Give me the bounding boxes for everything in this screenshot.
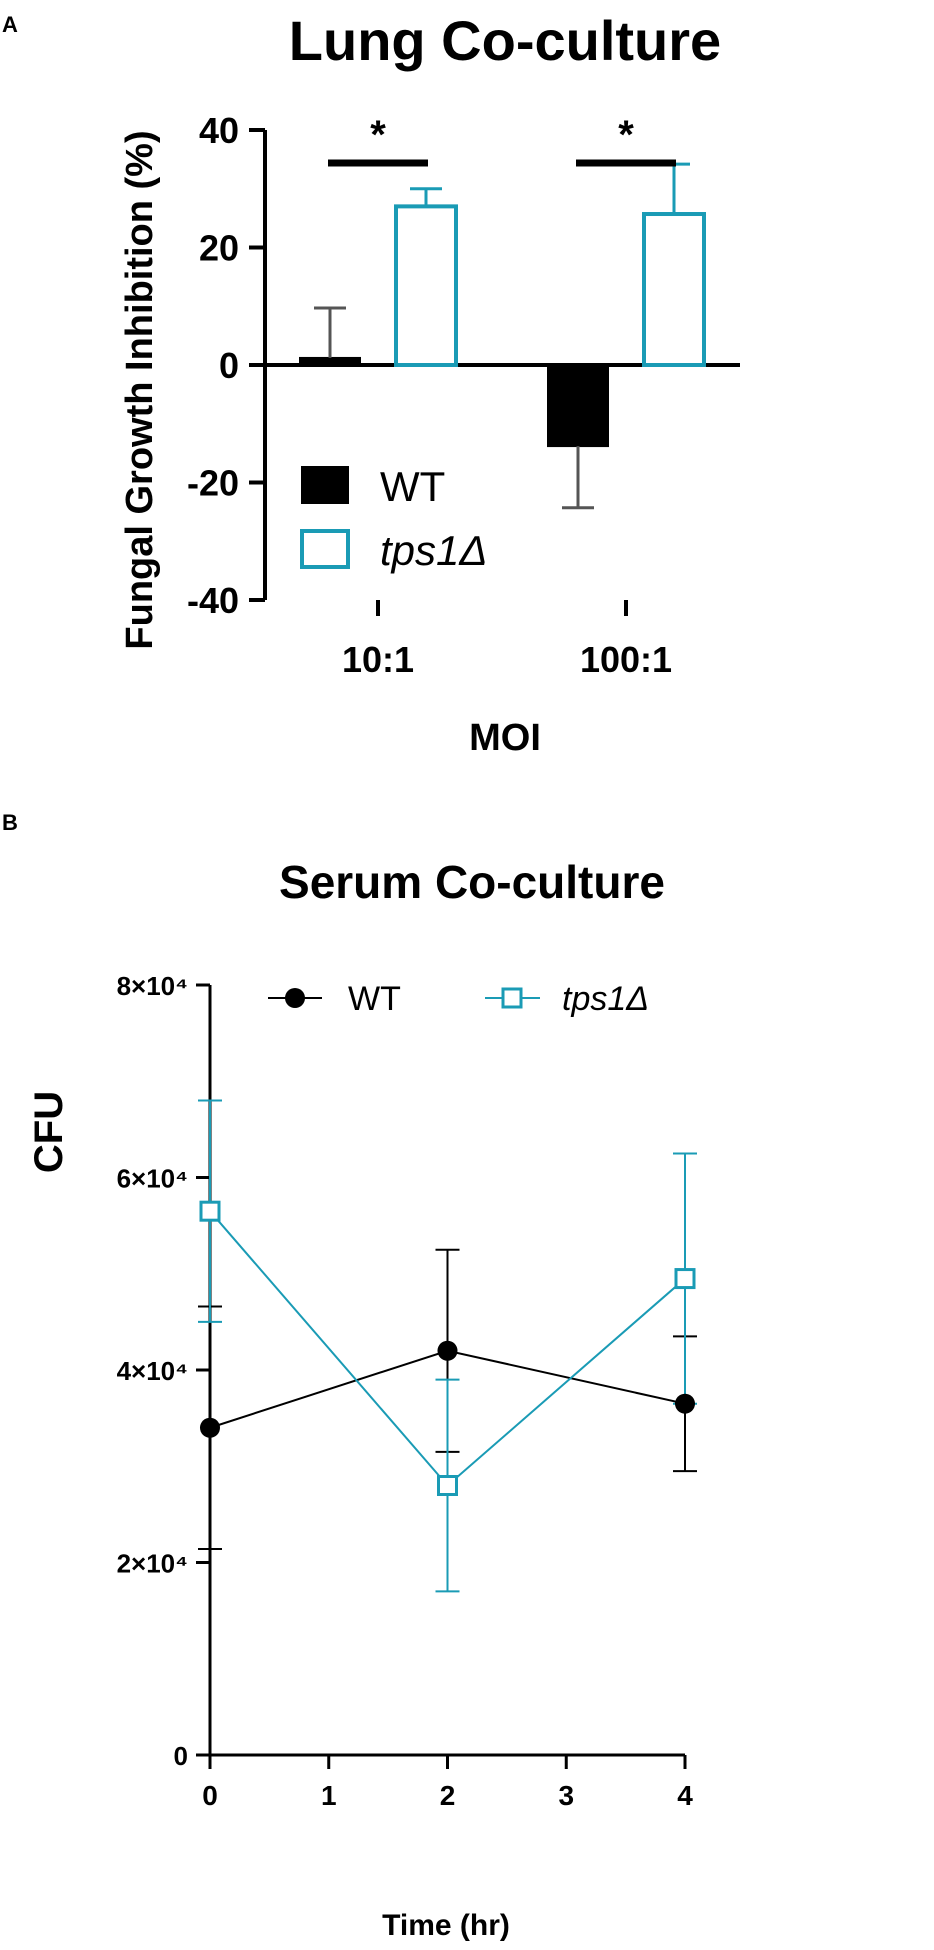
panel-b-x-tick-label: 0 — [202, 1780, 218, 1811]
panel-a-x-tick-label: 10:1 — [342, 639, 414, 680]
panel-b-y-tick-label: 0 — [174, 1741, 188, 1771]
panel-a-y-tick-label: -40 — [187, 580, 239, 621]
panel-a-y-tick-label: 40 — [199, 110, 239, 151]
panel-b-data-point — [674, 1268, 696, 1290]
panel-b-title: Serum Co-culture — [279, 856, 665, 908]
panel-b-x-tick-label: 2 — [440, 1780, 456, 1811]
panel-b-x-tick-label: 4 — [677, 1780, 693, 1811]
panel-a-y-tick-label: -20 — [187, 463, 239, 504]
panel-b-legend-marker — [285, 988, 305, 1008]
panel-a-legend-swatch — [300, 529, 350, 569]
panel-b: B Serum Co-culture CFU Time (hr) 0 2×10⁴ 4… — [2, 810, 697, 1942]
panel-a-bar — [547, 364, 609, 448]
panel-a-label: A — [2, 12, 18, 37]
panel-a-significance-star: * — [618, 113, 634, 157]
panel-a-legend: WT tps1Δ — [300, 463, 488, 574]
panel-b-data-point — [437, 1340, 458, 1361]
panel-b-x-tick-label: 3 — [558, 1780, 574, 1811]
panel-a-title: Lung Co-culture — [289, 9, 721, 72]
panel-a-significance-star: * — [370, 113, 386, 157]
panel-a-legend-label: WT — [380, 463, 445, 510]
panel-b-legend: WT tps1Δ — [268, 980, 649, 1018]
panel-b-y-tick-label: 8×10⁴ — [117, 971, 188, 1001]
panel-a-y-axis-label: Fungal Growth Inhibition (%) — [119, 130, 161, 649]
panel-a-x-axis-label: MOI — [469, 717, 541, 759]
panel-a-x-tick-label: 100:1 — [580, 639, 672, 680]
panel-a-y-tick-label: 0 — [219, 345, 239, 386]
panel-a-bar — [642, 212, 706, 367]
panel-a-bar — [394, 204, 458, 367]
panel-b-y-tick-label: 6×10⁴ — [117, 1164, 188, 1194]
panel-a-legend-swatch — [301, 466, 349, 504]
panel-a-ticks: -40 -20 0 20 40 10:1 100:1 — [187, 110, 672, 680]
panel-b-ticks: 0 2×10⁴ 4×10⁴ 6×10⁴ 8×10⁴ 0 1 2 3 4 — [117, 971, 694, 1811]
panel-a-annotations: * * — [328, 113, 676, 167]
panel-b-data-point — [675, 1393, 695, 1414]
panel-b-y-axis-label: CFU — [27, 1091, 71, 1173]
panel-b-legend-marker — [501, 987, 523, 1009]
panel-b-data-point — [437, 1475, 458, 1496]
panel-b-series — [198, 1099, 697, 1593]
panel-a-y-tick-label: 20 — [199, 228, 239, 269]
panel-b-data-point — [199, 1200, 221, 1222]
panel-b-x-axis-label: Time (hr) — [382, 1909, 510, 1942]
panel-a-legend-label: tps1Δ — [380, 527, 488, 574]
panel-b-legend-label: WT — [348, 980, 401, 1018]
panel-a-bar — [299, 356, 361, 367]
panel-b-x-tick-label: 1 — [321, 1780, 337, 1811]
panel-b-y-tick-label: 2×10⁴ — [117, 1549, 188, 1579]
panel-b-legend-label: tps1Δ — [562, 980, 649, 1018]
panel-b-y-tick-label: 4×10⁴ — [117, 1356, 188, 1386]
panel-a-bars — [299, 162, 706, 510]
panel-a: A Lung Co-culture Fungal Growth Inhibiti… — [2, 9, 740, 759]
panel-b-label: B — [2, 810, 18, 835]
panel-b-data-point — [200, 1417, 220, 1438]
